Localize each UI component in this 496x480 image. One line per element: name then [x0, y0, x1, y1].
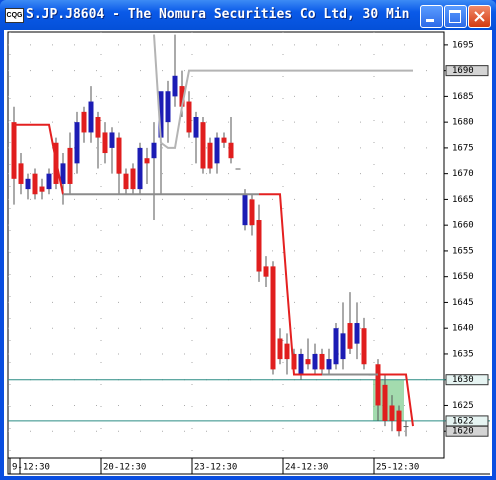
candle-body: [375, 364, 381, 406]
y-tick-label: 1645: [452, 298, 474, 308]
candle-body: [382, 384, 388, 421]
x-tick-label: 23-12:30: [194, 463, 237, 473]
candle-body: [74, 122, 80, 164]
x-tick-label: 25-12:30: [376, 463, 419, 473]
candle-body: [151, 142, 157, 159]
y-tick-label: 1640: [452, 324, 474, 334]
window-title: S.JP.J8604 - The Nomura Securities Co Lt…: [26, 7, 410, 22]
candle-body: [81, 111, 87, 133]
price-marker: [445, 425, 489, 437]
candle-body: [186, 101, 192, 133]
candle-body: [221, 137, 227, 143]
candle-body: [263, 266, 269, 277]
y-tick-label: 1650: [452, 272, 474, 282]
y-tick-label: 1675: [452, 143, 474, 153]
candle-body: [158, 91, 164, 138]
candle-body: [277, 338, 283, 360]
candle-body: [109, 132, 115, 148]
candle-body: [193, 116, 199, 138]
candle-body: [305, 359, 311, 365]
y-tick-label: 1665: [452, 195, 474, 205]
x-tick-label: 20-12:30: [103, 463, 146, 473]
candle-body: [319, 353, 325, 370]
indicator-line: [153, 34, 413, 149]
candle-body: [249, 199, 255, 226]
candle-body: [200, 122, 206, 169]
title-bar: CQG S.JP.J8604 - The Nomura Securities C…: [0, 0, 496, 30]
price-marker-label: 1622: [452, 416, 474, 426]
indicator-line: [14, 123, 414, 427]
price-marker-label: 1690: [452, 66, 474, 76]
candle-body: [116, 137, 122, 174]
candle-body: [207, 142, 213, 169]
candle-body: [179, 86, 185, 107]
candle-body: [144, 158, 150, 164]
candle-body: [46, 173, 52, 190]
candle-body: [291, 353, 297, 370]
y-tick-label: 1685: [452, 92, 474, 102]
candle-body: [165, 91, 171, 123]
candle-body: [172, 75, 178, 97]
candle-body: [340, 333, 346, 360]
x-tick-label: 24-12:30: [285, 463, 328, 473]
candle-body: [18, 163, 24, 184]
chart: 1620 1625 1630 1635 1640 1645 1650 1655 1660 1665…: [4, 30, 492, 476]
price-marker: [445, 374, 489, 386]
y-tick-label: 1670: [452, 169, 474, 179]
candle-body: [214, 137, 220, 164]
candle-body: [333, 328, 339, 365]
candle-body: [242, 194, 248, 226]
candle-body: [88, 101, 94, 133]
candle-body: [137, 147, 143, 190]
candle-body: [284, 343, 290, 360]
candle-body: [361, 328, 367, 365]
indicator-line: [63, 193, 378, 376]
candle-body: [403, 426, 409, 428]
y-tick-label: 1655: [452, 246, 474, 256]
candle-body: [312, 353, 318, 370]
x-tick-label: 9-12:30: [12, 463, 50, 473]
candle-body: [326, 359, 332, 370]
candle-body: [11, 122, 17, 179]
candle-body: [67, 147, 73, 184]
maximize-button[interactable]: [444, 5, 467, 28]
minimize-button[interactable]: [420, 5, 443, 28]
candle-body: [298, 353, 304, 375]
candle-body: [123, 173, 129, 190]
price-marker-label: 1620: [452, 427, 474, 437]
candle-body: [256, 220, 262, 272]
candle-body: [389, 405, 395, 421]
candle-body: [347, 323, 353, 349]
price-marker-label: 1630: [452, 375, 474, 385]
y-tick-label: 1625: [452, 401, 474, 411]
candle-body: [270, 266, 276, 370]
y-tick-label: 1660: [452, 221, 474, 231]
price-marker: [445, 65, 489, 77]
candle-body: [102, 132, 108, 154]
candle-body: [25, 178, 31, 190]
app-icon: CQG: [5, 8, 24, 23]
y-tick-label: 1680: [452, 118, 474, 128]
candle-body: [228, 142, 234, 159]
close-button[interactable]: [468, 5, 491, 28]
candle-body: [32, 173, 38, 195]
candle-body: [396, 410, 402, 432]
candle-body: [130, 168, 136, 190]
candle-body: [60, 163, 66, 184]
y-tick-label: 1635: [452, 349, 474, 359]
candle-body: [235, 168, 241, 170]
candle-body: [95, 116, 101, 138]
y-tick-label: 1695: [452, 40, 474, 50]
candle-body: [354, 323, 360, 344]
candle-body: [39, 186, 45, 192]
